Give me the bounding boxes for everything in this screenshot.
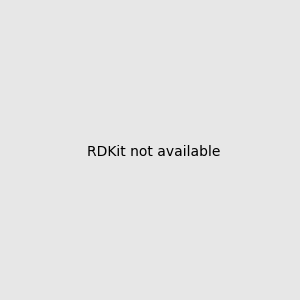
Text: RDKit not available: RDKit not available	[87, 145, 220, 158]
